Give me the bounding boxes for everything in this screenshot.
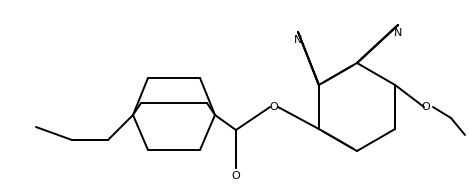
Text: O: O [422, 102, 431, 112]
Text: O: O [232, 171, 241, 181]
Text: O: O [270, 102, 279, 112]
Text: N: N [394, 28, 402, 38]
Text: N: N [294, 35, 302, 45]
